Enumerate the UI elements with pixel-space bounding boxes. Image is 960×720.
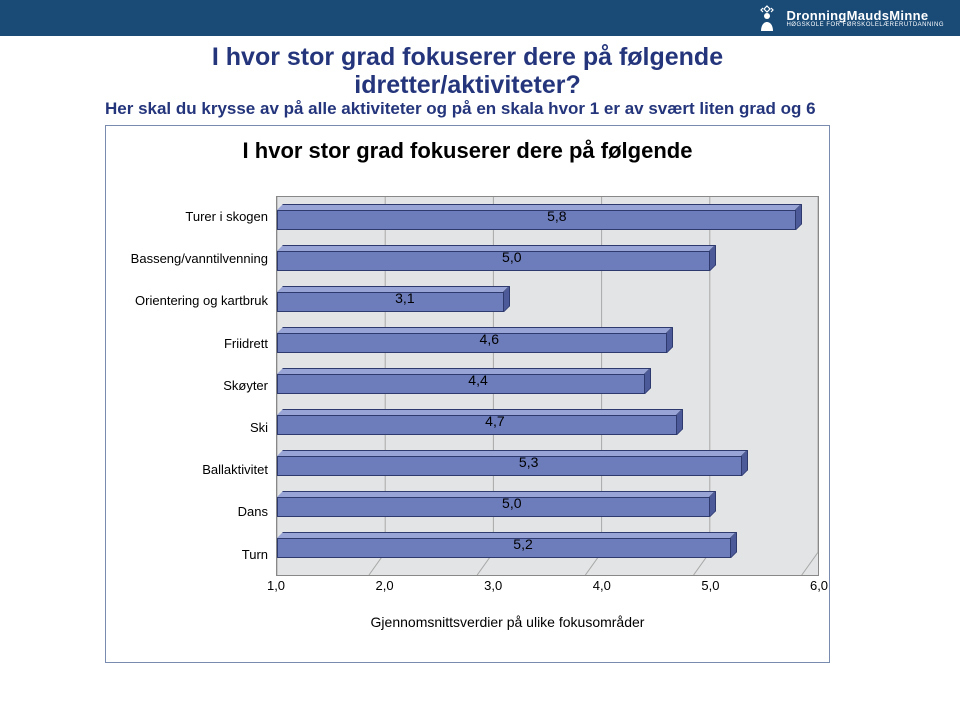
x-tick-label: 6,0 <box>810 578 828 593</box>
x-tick-label: 4,0 <box>593 578 611 593</box>
bar-value-label: 5,8 <box>547 208 566 224</box>
bar-value-label: 5,0 <box>502 495 521 511</box>
plot-row: Turer i skogen Basseng/vanntilvenning Orie… <box>116 196 819 576</box>
crown-person-icon <box>754 3 780 33</box>
bar: 4,7 <box>277 415 818 439</box>
title-line-2: idretter/aktiviteter? <box>354 71 580 99</box>
bar-value-label: 5,3 <box>519 454 538 470</box>
y-tick-label: Orientering og kartbruk <box>116 294 268 308</box>
brand-name: DronningMaudsMinne <box>786 8 944 23</box>
y-tick-label: Dans <box>116 505 268 519</box>
x-tick-label: 3,0 <box>484 578 502 593</box>
bar-value-label: 4,6 <box>480 331 499 347</box>
bar-value-label: 4,4 <box>468 372 487 388</box>
slide-subtitle: Her skal du krysse av på alle aktivitete… <box>105 99 830 119</box>
bar-value-label: 3,1 <box>395 290 414 306</box>
bar: 3,1 <box>277 292 818 316</box>
y-tick-label: Turn <box>116 548 268 562</box>
y-tick-label: Turer i skogen <box>116 210 268 224</box>
bars-container: 5,8 5,0 3,1 4,6 4,4 4,7 5,3 5,0 5,2 <box>277 197 818 575</box>
x-axis-labels: 1,02,03,04,05,06,0 <box>276 578 819 596</box>
chart-frame: I hvor stor grad fokuserer dere på følge… <box>105 125 830 663</box>
header-bar: DronningMaudsMinne HØGSKOLE FOR FØRSKOLE… <box>0 0 960 36</box>
x-axis: 1,02,03,04,05,06,0 <box>116 578 819 596</box>
brand-logo: DronningMaudsMinne HØGSKOLE FOR FØRSKOLE… <box>754 3 944 33</box>
y-tick-label: Friidrett <box>116 337 268 351</box>
bar: 4,6 <box>277 333 818 357</box>
y-tick-label: Ballaktivitet <box>116 463 268 477</box>
title-line-1: I hvor stor grad fokuserer dere på følge… <box>212 43 723 71</box>
x-tick-label: 1,0 <box>267 578 285 593</box>
brand-subtitle: HØGSKOLE FOR FØRSKOLELÆRERUTDANNING <box>786 22 944 28</box>
x-tick-label: 5,0 <box>701 578 719 593</box>
plot-area: 5,8 5,0 3,1 4,6 4,4 4,7 5,3 5,0 5,2 <box>276 196 819 576</box>
bar: 4,4 <box>277 374 818 398</box>
slide-title: I hvor stor grad fokuserer dere på følge… <box>105 44 830 99</box>
slide-content: I hvor stor grad fokuserer dere på følge… <box>0 36 960 663</box>
bar-value-label: 5,2 <box>513 536 532 552</box>
y-axis-labels: Turer i skogen Basseng/vanntilvenning Orie… <box>116 196 276 576</box>
y-tick-label: Basseng/vanntilvenning <box>116 252 268 266</box>
bar: 5,8 <box>277 210 818 234</box>
y-tick-label: Skøyter <box>116 379 268 393</box>
bar-value-label: 4,7 <box>485 413 504 429</box>
y-tick-label: Ski <box>116 421 268 435</box>
chart-title: I hvor stor grad fokuserer dere på følge… <box>116 138 819 164</box>
bar-value-label: 5,0 <box>502 249 521 265</box>
bar: 5,3 <box>277 456 818 480</box>
x-axis-title: Gjennomsnittsverdier på ulike fokusområd… <box>116 614 819 630</box>
bar: 5,2 <box>277 538 818 562</box>
bar: 5,0 <box>277 497 818 521</box>
x-tick-label: 2,0 <box>376 578 394 593</box>
bar: 5,0 <box>277 251 818 275</box>
